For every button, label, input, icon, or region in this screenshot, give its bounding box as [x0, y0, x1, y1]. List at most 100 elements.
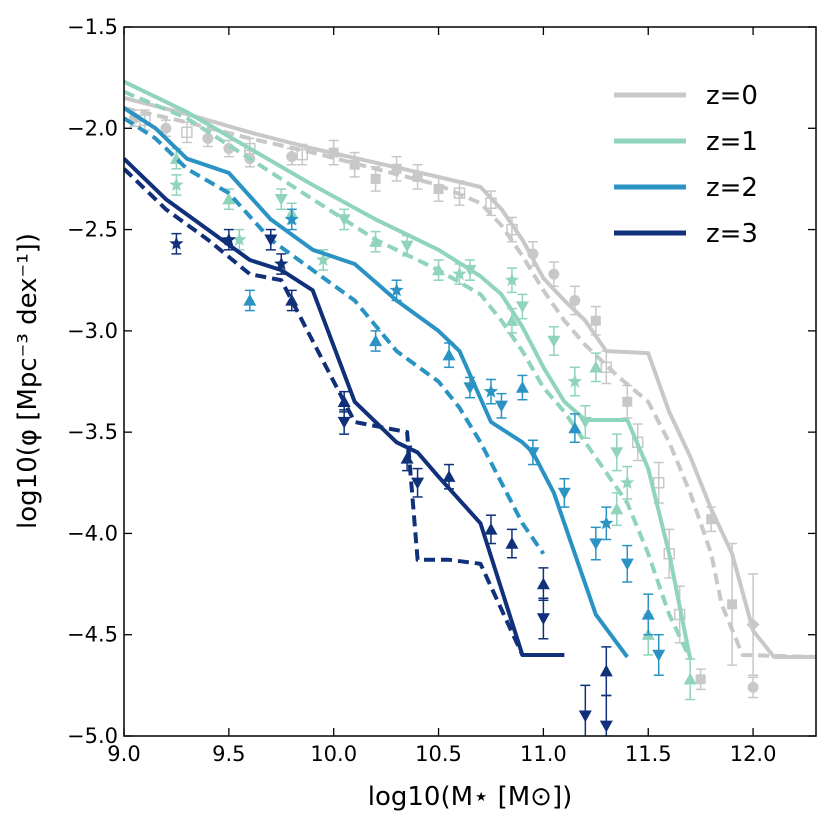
x-tick-label: 9.0 [107, 742, 140, 766]
data-point [264, 234, 278, 247]
data-point [505, 314, 519, 326]
legend-label: z=1 [706, 127, 758, 157]
legend: z=0 z=1 z=2 z=3 [614, 81, 758, 249]
data-point [483, 384, 499, 398]
x-axis-label: log10(M⋆ [M⊙]) [368, 782, 572, 812]
series-dashed-line [124, 106, 816, 659]
data-point [284, 211, 299, 226]
data-point [202, 132, 214, 144]
data-point [442, 470, 456, 482]
axis-ticks: 9.0 9.5 10.0 10.5 11.0 11.5 12.0 −1.5 −2.0 −2.5 −3… [67, 15, 816, 766]
data-point [391, 163, 402, 174]
data-point [652, 649, 666, 662]
data-point [296, 148, 308, 161]
data-point [463, 382, 477, 395]
data-point [610, 447, 624, 459]
series-dashed-line [124, 167, 525, 656]
x-tick-label: 10.5 [415, 742, 462, 766]
data-point [527, 248, 539, 260]
data-point [411, 477, 425, 490]
data-point [599, 515, 614, 530]
legend-label: z=0 [706, 81, 758, 111]
y-tick-label: −4.5 [67, 623, 118, 647]
data-point [589, 538, 603, 551]
data-point [504, 272, 520, 287]
data-point [589, 360, 603, 373]
data-point [432, 263, 446, 276]
data-point [683, 672, 697, 685]
data-layer [124, 79, 816, 736]
data-point [232, 232, 247, 246]
data-point [526, 447, 540, 459]
legend-label: z=3 [706, 219, 758, 249]
series-z-2 [124, 106, 666, 676]
y-tick-label: −3.5 [67, 420, 118, 444]
x-tick-label: 11.5 [625, 742, 672, 766]
data-point [746, 618, 760, 632]
plot-frame [123, 26, 817, 737]
data-point [536, 577, 550, 590]
data-point [349, 159, 360, 170]
data-point [706, 514, 717, 525]
data-point [463, 264, 477, 277]
data-point [747, 681, 759, 693]
data-point [590, 315, 601, 326]
data-point [337, 395, 351, 407]
data-point [181, 126, 193, 139]
data-point [337, 416, 351, 429]
series-dashed-line [124, 89, 693, 660]
data-point [578, 710, 592, 723]
data-point [389, 282, 404, 297]
data-point [547, 335, 561, 348]
data-point [442, 348, 456, 361]
data-point [600, 361, 613, 374]
data-point [569, 294, 581, 306]
data-point [286, 151, 298, 163]
data-point [515, 301, 529, 314]
data-point [400, 240, 414, 253]
y-tick-label: −4.0 [67, 521, 118, 545]
series-solid-line [124, 106, 629, 659]
data-point [433, 184, 444, 195]
y-tick-label: −2.0 [67, 116, 118, 140]
series-dashed-line [124, 116, 546, 555]
data-point [494, 400, 508, 413]
data-point [274, 193, 288, 206]
data-point [244, 142, 256, 155]
data-point [169, 236, 184, 250]
data-point [337, 214, 351, 226]
legend-label: z=2 [706, 173, 758, 203]
data-point [506, 223, 518, 236]
series-solid-line [124, 157, 565, 657]
data-point [370, 173, 381, 184]
data-point [484, 522, 498, 535]
data-point [222, 192, 236, 205]
y-tick-label: −2.5 [67, 218, 118, 242]
data-point [727, 599, 738, 610]
data-point [599, 720, 613, 733]
data-point [169, 177, 184, 192]
data-point [610, 502, 624, 515]
data-point [536, 613, 550, 626]
data-point [369, 334, 383, 347]
data-point [452, 266, 467, 281]
data-point [557, 487, 571, 500]
x-tick-label: 9.5 [212, 742, 245, 766]
data-point [369, 235, 383, 247]
data-point [548, 268, 560, 280]
data-point [567, 374, 582, 388]
y-axis-label: log10(φ [Mpc⁻³ dex⁻¹]) [13, 233, 43, 529]
data-point [243, 293, 257, 306]
series-z-3 [124, 157, 613, 736]
data-point [641, 607, 655, 620]
data-point [316, 252, 331, 266]
data-point [620, 558, 634, 571]
y-tick-label: −1.5 [67, 15, 118, 39]
y-tick-label: −3.0 [67, 319, 118, 343]
x-tick-label: 12.0 [730, 742, 777, 766]
data-point [485, 197, 497, 209]
data-point [400, 451, 414, 464]
data-point [568, 421, 582, 434]
